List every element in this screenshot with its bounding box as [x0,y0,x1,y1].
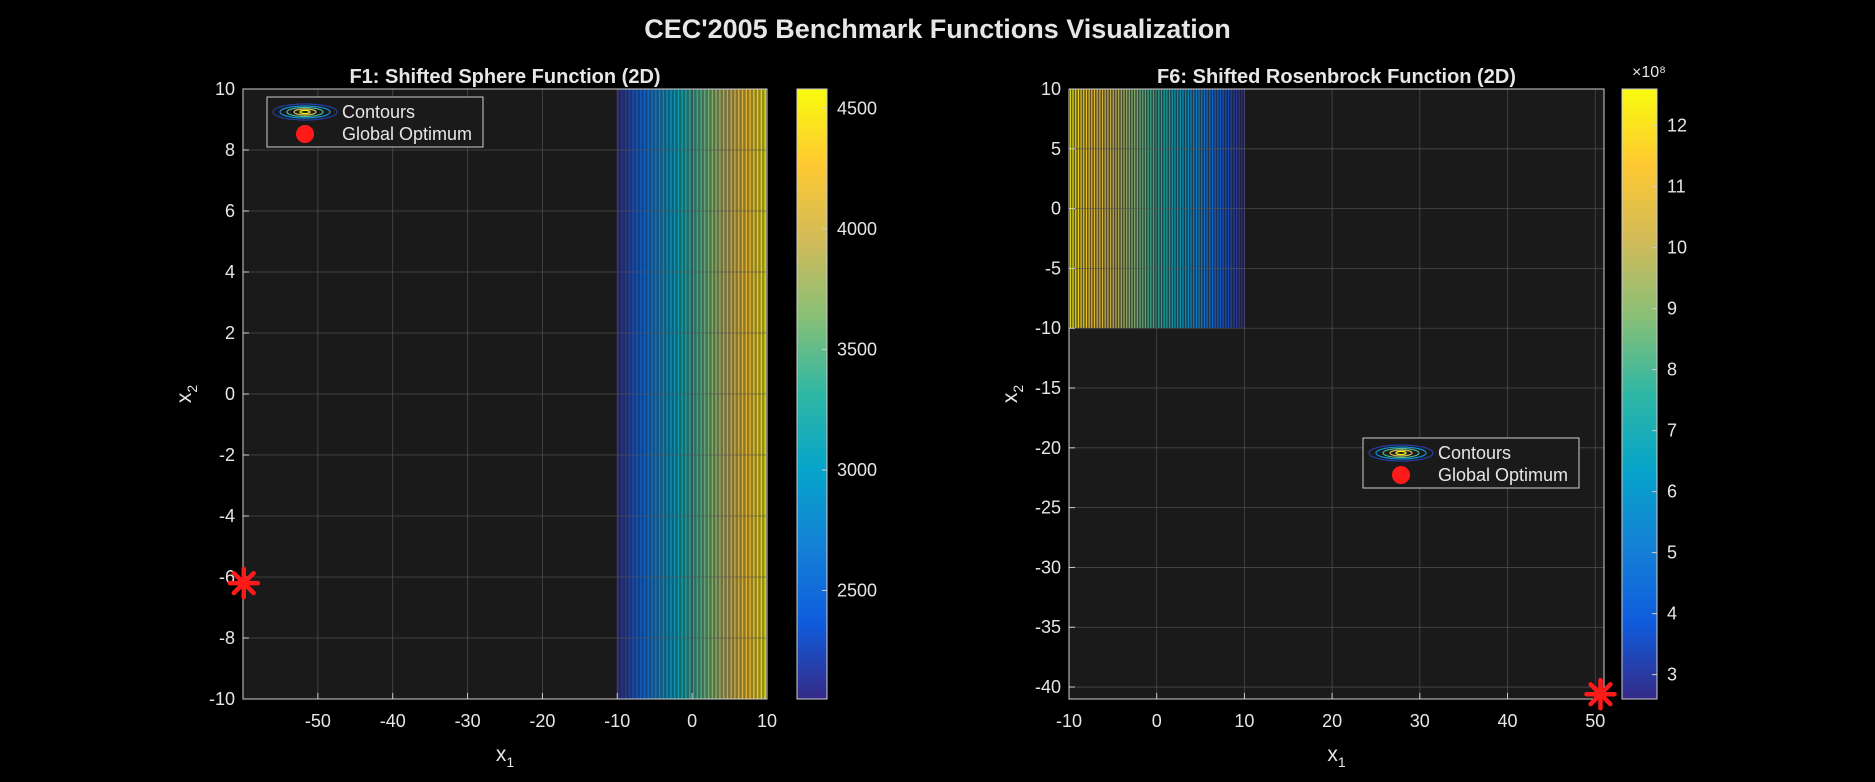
colorbar-tick-label: 7 [1667,421,1677,441]
y-tick-label: -5 [1045,258,1061,278]
x-axis-label-subscript: 1 [506,754,514,770]
colorbar-tick-label: 8 [1667,360,1677,380]
legend-label: Global Optimum [1438,465,1568,485]
colorbar-tick-label: 10 [1667,238,1687,258]
colorbar-tick-label: 3 [1667,665,1677,685]
global-optimum-marker [1584,677,1617,711]
x-axis-label: x1 [496,743,515,770]
y-tick-label: 10 [1041,79,1061,99]
legend-contour-symbol [1375,446,1427,460]
y-tick-label: -10 [1035,318,1061,338]
y-tick-label: 4 [225,262,235,282]
x-tick-label: 0 [1152,711,1162,731]
legend-contour-symbol [1395,450,1407,456]
x-tick-label: -10 [1056,711,1082,731]
legend-label: Global Optimum [342,124,472,144]
y-tick-label: -15 [1035,378,1061,398]
colorbar-exponent: ×10⁸ [1632,64,1666,81]
y-tick-label: -4 [219,506,235,526]
x-tick-label: 20 [1322,711,1342,731]
x-axis-label-subscript: 1 [1338,754,1346,770]
x-tick-label: -30 [455,711,481,731]
y-tick-label: 10 [215,79,235,99]
y-axis-label: x2 [173,385,200,404]
colorbar [796,88,828,700]
y-tick-label: 0 [1051,199,1061,219]
plot-title: F1: Shifted Sphere Function (2D) [349,66,660,88]
x-tick-label: 30 [1410,711,1430,731]
y-tick-label: -8 [219,628,235,648]
colorbar-tick-label: 4500 [837,98,877,118]
y-tick-label: -30 [1035,557,1061,577]
x-tick-label: 10 [757,711,777,731]
y-tick-label: -2 [219,445,235,465]
legend-box [1362,437,1580,489]
y-axis-label: x2 [999,385,1026,404]
colorbar-tick-label: 11 [1667,177,1686,197]
x-tick-label: -10 [604,711,630,731]
plot-2: -10 0 10 20 30 40 50 -40 -35 -30 -25 -20 -15 -10 -5 0 5 1… [999,64,1687,770]
colorbar-tick-label: 4000 [837,219,877,239]
optimum-arm [231,570,256,596]
y-axis-label-subscript: 2 [184,385,200,393]
x-tick-label: -50 [305,711,331,731]
figure-title: CEC'2005 Benchmark Functions Visualizati… [644,14,1231,44]
legend-contour-symbol [1368,444,1434,462]
colorbar-tick-label: 3000 [837,460,877,480]
y-tick-label: 6 [225,201,235,221]
legend-optimum-symbol [1392,466,1410,484]
legend-contour-symbol [272,103,338,121]
x-tick-label: -40 [380,711,406,731]
legend-contour-symbol [293,108,317,116]
axes-frame [1068,88,1605,700]
x-tick-label: -20 [529,711,555,731]
legend-label: Contours [342,102,415,122]
legend-label: Contours [1438,443,1511,463]
legend-contour-symbol [1382,447,1420,459]
y-tick-label: -25 [1035,498,1061,518]
optimum-arm [1588,682,1613,707]
legend-optimum-symbol [296,125,314,143]
legend-contour-symbol [299,109,311,115]
y-axis-label-subscript: 2 [1010,385,1026,393]
colorbar-tick-label: 9 [1667,299,1677,319]
y-tick-label: -35 [1035,617,1061,637]
plot-title: F6: Shifted Rosenbrock Function (2D) [1157,66,1516,88]
colorbar-tick-label: 3500 [837,339,877,359]
colorbar-tick-label: 5 [1667,543,1677,563]
legend-contour-symbol [286,106,324,118]
plot-1: -50 -40 -30 -20 -10 0 10-10-8-6-4-20246810F1: … [173,66,877,770]
colorbar-tick-label: 6 [1667,482,1677,502]
y-tick-label: 0 [225,384,235,404]
x-axis-label: x1 [1327,743,1346,770]
global-optimum-marker [227,566,260,600]
x-tick-label: 0 [687,711,697,731]
y-tick-label: -10 [209,689,235,709]
y-tick-label: 5 [1051,139,1061,159]
x-tick-label: 10 [1234,711,1254,731]
axes-background [1069,89,1604,699]
colorbar-tick-label: 2500 [837,581,877,601]
y-tick-label: -40 [1035,677,1061,697]
colorbar-tick-label: 4 [1667,604,1677,624]
y-tick-label: 8 [225,140,235,160]
y-tick-label: 2 [225,323,235,343]
colorbar [1621,88,1658,700]
legend-contour-symbol [1389,449,1413,457]
x-tick-label: 40 [1498,711,1518,731]
x-tick-label: 50 [1585,711,1605,731]
colorbar-tick-label: 12 [1667,116,1687,136]
y-tick-label: -20 [1035,438,1061,458]
legend-contour-symbol [279,105,331,119]
